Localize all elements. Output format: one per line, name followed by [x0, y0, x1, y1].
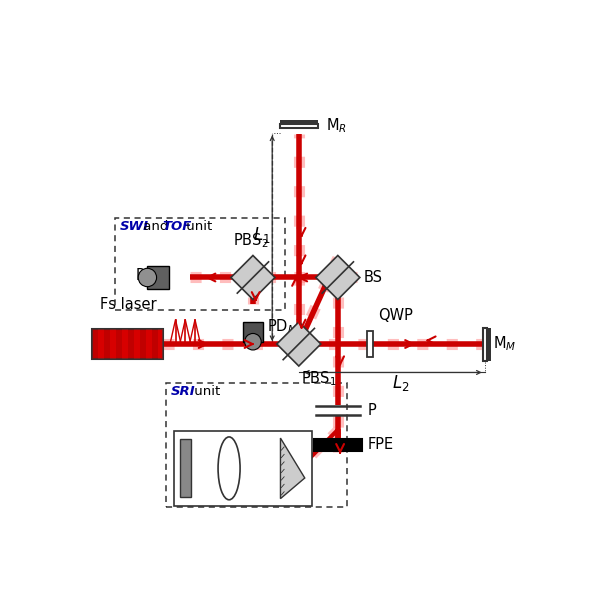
Bar — [280, 124, 318, 128]
Text: M$_M$: M$_M$ — [493, 335, 516, 353]
Bar — [92, 329, 163, 359]
Bar — [122, 329, 128, 359]
Text: PD$_M$: PD$_M$ — [267, 318, 298, 336]
Bar — [134, 329, 140, 359]
Bar — [116, 329, 122, 359]
Text: unit: unit — [182, 220, 212, 233]
Bar — [104, 329, 110, 359]
Text: PD$_R$: PD$_R$ — [135, 266, 163, 284]
Text: SRI: SRI — [170, 385, 195, 398]
Text: P: P — [368, 403, 377, 418]
Bar — [243, 323, 263, 342]
Text: TOF: TOF — [163, 220, 192, 233]
Text: BS: BS — [364, 270, 383, 285]
Polygon shape — [277, 322, 321, 366]
Text: FPE: FPE — [368, 437, 394, 452]
Bar — [147, 266, 169, 289]
Bar — [482, 327, 487, 361]
Text: Spectrometer: Spectrometer — [195, 435, 280, 449]
Text: $L_2$: $L_2$ — [392, 373, 410, 393]
Polygon shape — [281, 438, 305, 499]
Text: SWI: SWI — [120, 220, 149, 233]
Bar — [174, 431, 311, 506]
Text: PBS$_1$: PBS$_1$ — [301, 369, 337, 388]
Bar — [166, 383, 347, 507]
Bar — [157, 329, 163, 359]
Text: CCD: CCD — [177, 490, 202, 504]
Bar — [367, 332, 373, 356]
Bar — [92, 329, 98, 359]
Text: G: G — [300, 485, 310, 498]
Bar — [110, 329, 116, 359]
Text: Fs laser: Fs laser — [100, 297, 156, 312]
Bar — [140, 329, 146, 359]
Bar — [115, 218, 285, 310]
Circle shape — [139, 268, 156, 287]
Text: M$_R$: M$_R$ — [326, 116, 348, 135]
Text: QWP: QWP — [378, 309, 413, 323]
Bar — [179, 440, 191, 497]
Text: and: and — [139, 220, 173, 233]
Bar — [487, 327, 491, 361]
Bar — [98, 329, 104, 359]
Bar — [280, 120, 318, 124]
Polygon shape — [231, 255, 275, 300]
Bar — [314, 439, 362, 451]
Circle shape — [244, 333, 261, 350]
Text: $L_1$: $L_1$ — [253, 225, 271, 245]
Text: unit: unit — [189, 385, 220, 398]
Text: PBS$_2$: PBS$_2$ — [233, 231, 269, 250]
Bar — [128, 329, 134, 359]
Ellipse shape — [218, 437, 240, 500]
Polygon shape — [316, 255, 360, 300]
Bar — [146, 329, 152, 359]
Bar — [152, 329, 157, 359]
